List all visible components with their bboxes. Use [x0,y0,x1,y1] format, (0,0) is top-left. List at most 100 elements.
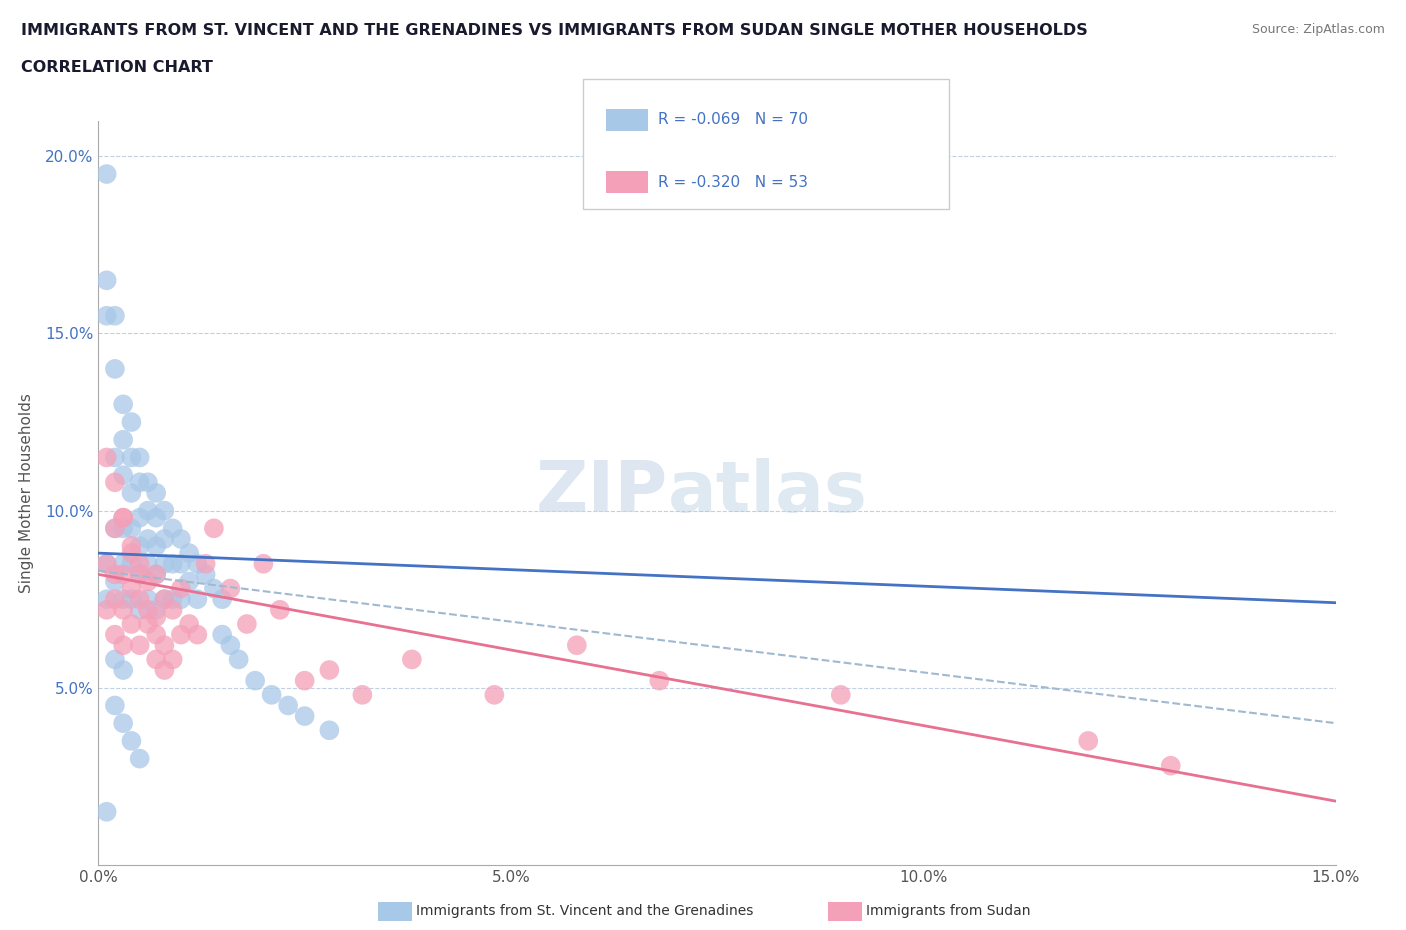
Point [104,698,127,713]
Point [136,617,159,631]
Point [120,617,142,631]
Point [104,521,127,536]
Point [352,687,374,702]
Point [104,591,127,606]
Point [128,511,150,525]
Point [128,638,150,653]
Point [162,603,184,618]
Point [120,546,142,561]
Point [120,581,142,596]
Point [186,556,208,571]
Point [260,687,283,702]
Point [136,591,159,606]
Point [104,475,127,490]
Point [145,652,167,667]
Point [120,521,142,536]
Point [153,503,176,518]
Point [211,627,233,642]
Point [96,556,118,571]
Point [170,532,193,547]
Point [145,567,167,582]
Point [145,627,167,642]
Point [162,591,184,606]
Point [145,603,167,618]
Point [112,556,135,571]
Point [120,556,142,571]
Point [194,567,217,582]
Point [153,532,176,547]
Point [120,734,142,749]
Point [120,415,142,430]
Point [112,716,135,731]
Point [128,567,150,582]
Text: atlas: atlas [668,458,868,527]
Point [112,591,135,606]
Point [179,574,201,589]
Point [162,556,184,571]
Point [120,485,142,500]
Point [252,556,274,571]
Point [112,397,135,412]
Point [120,538,142,553]
Point [318,662,340,677]
Point [202,581,225,596]
Text: R = -0.320   N = 53: R = -0.320 N = 53 [658,175,808,190]
Point [128,603,150,618]
Point [294,673,316,688]
Point [104,362,127,377]
Point [236,617,259,631]
Point [277,698,299,713]
Point [112,521,135,536]
Point [484,687,506,702]
Point [96,591,118,606]
Point [112,567,135,582]
Point [153,638,176,653]
Point [170,627,193,642]
Point [104,567,127,582]
Point [243,673,266,688]
Point [179,546,201,561]
Point [112,511,135,525]
Point [112,432,135,447]
Point [145,538,167,553]
Point [170,591,193,606]
Point [128,567,150,582]
Point [219,638,242,653]
Point [96,556,118,571]
Point [211,591,233,606]
Point [401,652,423,667]
Point [145,511,167,525]
Point [128,450,150,465]
Point [128,751,150,766]
Point [104,652,127,667]
Point [96,166,118,181]
Point [96,450,118,465]
Point [145,609,167,624]
Point [162,652,184,667]
Point [112,603,135,618]
Text: R = -0.069   N = 70: R = -0.069 N = 70 [658,113,808,127]
Point [162,521,184,536]
Point [128,556,150,571]
Point [136,574,159,589]
Point [128,591,150,606]
Point [145,485,167,500]
Point [136,556,159,571]
Point [128,475,150,490]
Point [153,591,176,606]
Point [112,511,135,525]
Point [202,521,225,536]
Point [136,603,159,618]
Text: Immigrants from St. Vincent and the Grenadines: Immigrants from St. Vincent and the Gren… [416,904,754,919]
Point [179,617,201,631]
Point [1077,734,1099,749]
Point [194,556,217,571]
Point [186,627,208,642]
Point [170,556,193,571]
Point [136,503,159,518]
Point [153,591,176,606]
Point [104,450,127,465]
Point [104,627,127,642]
Point [104,574,127,589]
Point [228,652,250,667]
